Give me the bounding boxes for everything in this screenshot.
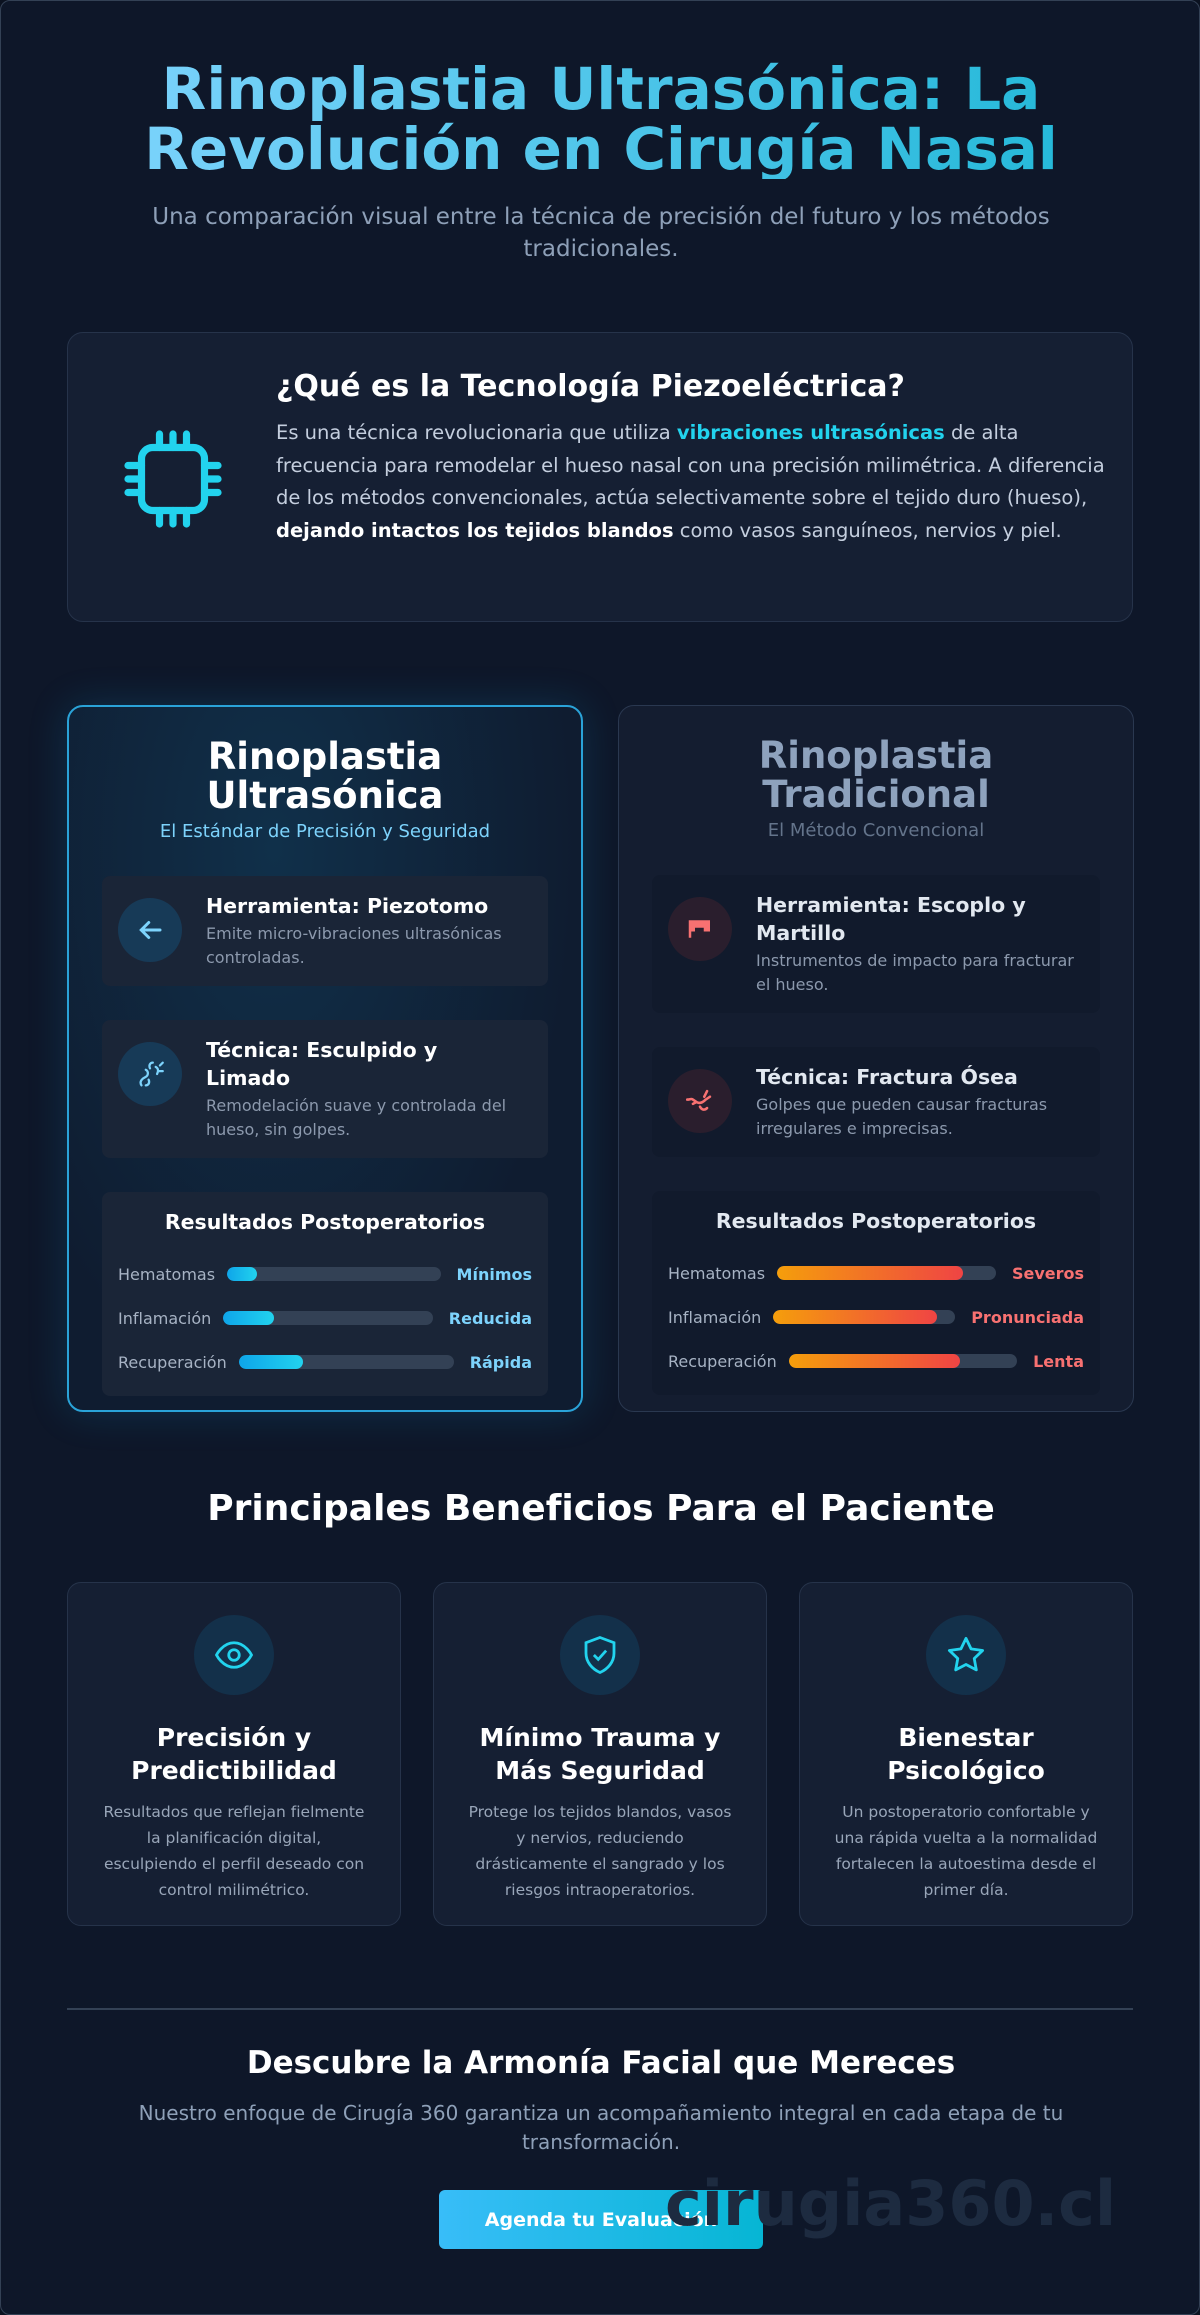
feature-icon <box>118 898 182 962</box>
benefit-icon <box>560 1615 640 1695</box>
benefit-card: Mínimo Trauma y Más Seguridad Protege lo… <box>433 1582 767 1926</box>
result-label: Recuperación <box>118 1352 227 1372</box>
benefit-icon <box>926 1615 1006 1695</box>
benefit-text: Resultados que reflejan fielmente la pla… <box>103 1803 365 1899</box>
feature-description: Golpes que pueden causar fracturas irreg… <box>756 1095 1048 1138</box>
result-row: Recuperación Rápida <box>118 1340 532 1384</box>
result-bar <box>788 1354 961 1368</box>
feature-description: Remodelación suave y controlada del hues… <box>206 1096 507 1139</box>
comparison-card: Rinoplastia Ultrasónica El Estándar de Pr… <box>67 705 583 1412</box>
feature-title: Herramienta: Escoplo y Martillo <box>756 893 1026 945</box>
text: Es una técnica revolucionaria que utiliz… <box>276 421 677 444</box>
result-bar <box>773 1310 937 1324</box>
results-title: Resultados Postoperatorios <box>164 1210 486 1234</box>
result-row: Recuperación Lenta <box>668 1339 1084 1383</box>
page-subtitle: Una comparación visual entre la técnica … <box>152 204 1050 262</box>
result-bar <box>238 1355 304 1369</box>
feature-title: Herramienta: Piezotomo <box>206 894 489 918</box>
feature-description: Instrumentos de impacto para fracturar e… <box>756 951 1074 994</box>
result-bar-track <box>773 1310 956 1324</box>
result-label: Hematomas <box>118 1264 216 1284</box>
highlight: vibraciones ultrasónicas <box>676 421 945 444</box>
feature-title: Técnica: Fractura Ósea <box>756 1065 1018 1089</box>
feature-icon <box>668 1069 732 1133</box>
intro-text: Es una técnica revolucionaria que utiliz… <box>276 417 1106 547</box>
feature-icon <box>668 897 732 961</box>
result-value: Reducida <box>448 1308 532 1328</box>
result-bar <box>223 1311 274 1325</box>
result-label: Hematomas <box>668 1263 766 1283</box>
result-row: Inflamación Reducida <box>118 1296 532 1340</box>
card-title: Rinoplastia Tradicional <box>758 734 994 816</box>
chip-icon <box>124 430 222 528</box>
results-box: Resultados Postoperatorios Hematomas Mínim… <box>102 1192 548 1396</box>
card-subtitle: El Método Convencional <box>767 820 985 841</box>
text: de alta frecuencia para remodelar el hue… <box>276 421 1105 509</box>
feature-item: Técnica: Esculpido y Limado Remodelación … <box>102 1020 548 1158</box>
result-row: Inflamación Pronunciada <box>668 1295 1084 1339</box>
result-bar-track <box>223 1311 433 1325</box>
watermark: cirugia360.cl <box>665 2167 1117 2240</box>
cta-title: Descubre la Armonía Facial que Mereces <box>246 2045 956 2081</box>
result-label: Inflamación <box>668 1307 762 1327</box>
cta-text: Nuestro enfoque de Cirugía 360 garantiza… <box>138 2101 1064 2154</box>
result-bar-track <box>788 1354 1018 1368</box>
comparison-card: Rinoplastia Tradicional El Método Convenc… <box>618 705 1134 1412</box>
text: como vasos sanguíneos, nervios y piel. <box>673 518 1062 542</box>
result-row: Hematomas Mínimos <box>118 1252 532 1296</box>
benefit-card: Bienestar Psicológico Un postoperatorio … <box>799 1582 1133 1926</box>
result-bar <box>777 1266 964 1280</box>
benefit-title: Precisión y Predictibilidad <box>131 1723 337 1785</box>
result-bar-track <box>227 1267 441 1281</box>
result-value: Pronunciada <box>971 1307 1084 1327</box>
result-value: Lenta <box>1033 1351 1084 1371</box>
divider <box>67 2008 1133 2010</box>
benefit-icon <box>194 1615 274 1695</box>
benefit-card: Precisión y Predictibilidad Resultados q… <box>67 1582 401 1926</box>
bold-text: dejando intactos los tejidos blandos <box>276 518 674 542</box>
cta-button[interactable]: Agenda tu Evaluación <box>439 2190 763 2249</box>
result-label: Inflamación <box>118 1308 212 1328</box>
result-value: Severos <box>1011 1263 1084 1283</box>
results-title: Resultados Postoperatorios <box>715 1209 1037 1233</box>
card-title: Rinoplastia Ultrasónica <box>206 735 444 817</box>
feature-item: Herramienta: Escoplo y Martillo Instrumen… <box>652 875 1100 1013</box>
intro-title: ¿Qué es la Tecnología Piezoeléctrica? <box>276 369 905 404</box>
result-bar-track <box>238 1355 454 1369</box>
benefit-title: Mínimo Trauma y Más Seguridad <box>479 1723 721 1785</box>
result-label: Recuperación <box>668 1351 777 1371</box>
feature-title: Técnica: Esculpido y Limado <box>206 1038 438 1090</box>
feature-item: Herramienta: Piezotomo Emite micro-vibrac… <box>102 876 548 986</box>
result-value: Rápida <box>469 1352 532 1372</box>
intro-card: ¿Qué es la Tecnología Piezoeléctrica? Es… <box>67 332 1133 622</box>
results-box: Resultados Postoperatorios Hematomas Sever… <box>652 1191 1100 1395</box>
feature-item: Técnica: Fractura Ósea Golpes que pueden … <box>652 1047 1100 1157</box>
result-value: Mínimos <box>456 1264 532 1284</box>
feature-description: Emite micro-vibraciones ultrasónicas con… <box>206 924 502 967</box>
page-title: Rinoplastia Ultrasónica: La Revolución e… <box>101 59 1101 179</box>
result-bar-track <box>777 1266 996 1280</box>
benefit-text: Protege los tejidos blandos, vasos y ner… <box>468 1803 732 1899</box>
result-row: Hematomas Severos <box>668 1251 1084 1295</box>
result-bar <box>227 1267 257 1281</box>
card-subtitle: El Estándar de Precisión y Seguridad <box>159 821 491 842</box>
benefits-title: Principales Beneficios Para el Paciente <box>207 1488 995 1529</box>
benefit-text: Un postoperatorio confortable y una rápi… <box>834 1803 1098 1899</box>
benefit-title: Bienestar Psicológico <box>887 1723 1045 1785</box>
feature-icon <box>118 1042 182 1106</box>
